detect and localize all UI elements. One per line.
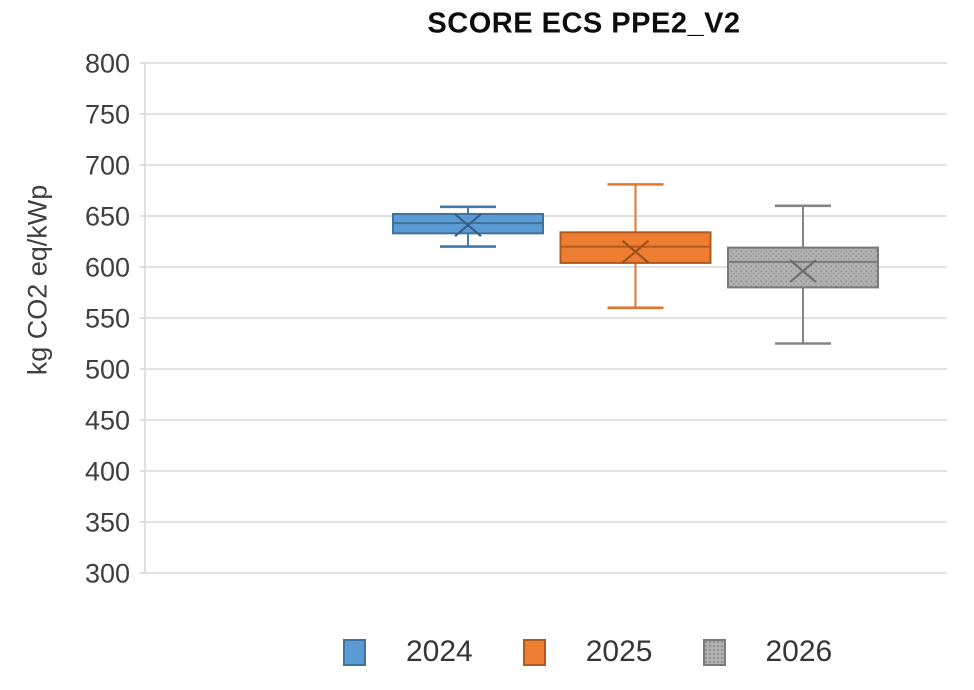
- box-2025: [559, 183, 712, 310]
- legend-swatch-2024: [343, 638, 366, 666]
- y-tick-label: 800: [85, 49, 130, 79]
- legend-item-2026: 2026: [702, 635, 833, 668]
- legend-label: 2024: [406, 635, 473, 668]
- iqr-box: [559, 231, 712, 264]
- y-tick-label: 550: [85, 304, 130, 334]
- mean-x-marker: [621, 239, 650, 264]
- y-tick-label: 350: [85, 508, 130, 538]
- box-series: [392, 183, 879, 345]
- legend-item-2025: 2025: [522, 635, 653, 668]
- y-tick-label: 400: [85, 457, 130, 487]
- legend-item-2024: 2024: [343, 637, 473, 667]
- y-tick-label: 300: [85, 559, 130, 589]
- chart-title: SCORE ECS PPE2_V2: [427, 7, 741, 40]
- legend-label: 2025: [585, 635, 653, 668]
- box-2024: [392, 205, 544, 248]
- iqr-box: [727, 246, 879, 289]
- box-2026: [727, 204, 879, 345]
- y-tick-label: 500: [85, 355, 130, 385]
- y-tick-label: 700: [85, 151, 130, 181]
- mean-x-marker: [454, 213, 482, 238]
- legend-label: 2026: [765, 635, 833, 668]
- mean-x-marker: [789, 259, 817, 283]
- y-tick-label: 650: [85, 202, 130, 232]
- y-axis-ticks: 800 750 700 650 600 550 500 450 400 350 300: [85, 49, 130, 589]
- y-tick-label: 750: [85, 100, 130, 130]
- legend-swatch-2025: [522, 638, 546, 666]
- y-tick-label: 450: [85, 406, 130, 436]
- y-tick-label: 600: [85, 253, 130, 283]
- chart-legend: 2024 2025 2026: [343, 637, 832, 667]
- legend-swatch-2026: [702, 638, 726, 666]
- gridlines: [140, 62, 947, 574]
